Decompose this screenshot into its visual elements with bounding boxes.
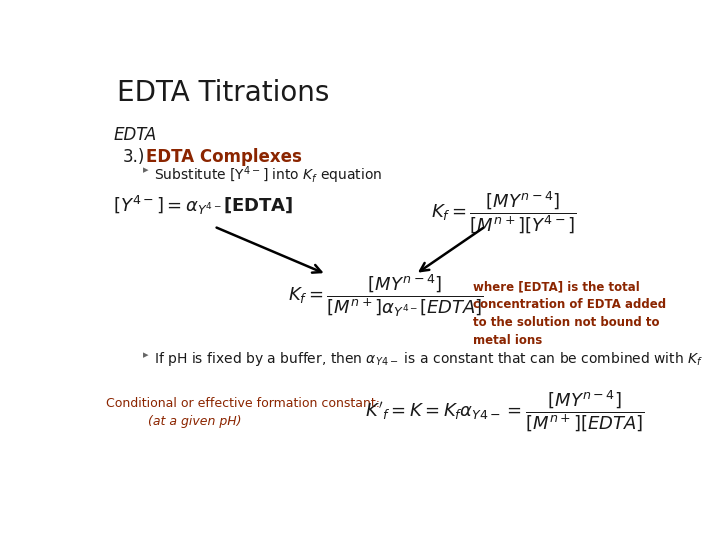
Text: 3.): 3.): [122, 148, 145, 166]
Text: If pH is fixed by a buffer, then $\alpha_{Y4-}$ is a constant that can be combin: If pH is fixed by a buffer, then $\alpha…: [153, 350, 703, 368]
Text: EDTA: EDTA: [113, 126, 156, 144]
Text: $K_f = \dfrac{[MY^{n-4}]}{[M^{n+}]\alpha_{Y^{4-}}[EDTA]}$: $K_f = \dfrac{[MY^{n-4}]}{[M^{n+}]\alpha…: [287, 273, 484, 319]
Text: EDTA Complexes: EDTA Complexes: [145, 148, 302, 166]
Text: $K_f = \dfrac{[MY^{n-4}]}{[M^{n+}][Y^{4-}]}$: $K_f = \dfrac{[MY^{n-4}]}{[M^{n+}][Y^{4-…: [431, 190, 577, 236]
Text: Substitute [Y$^{4-}$] into $K_f$ equation: Substitute [Y$^{4-}$] into $K_f$ equatio…: [153, 165, 382, 186]
Text: EDTA Titrations: EDTA Titrations: [117, 79, 330, 107]
Text: $[Y^{4-}] = \alpha_{Y^{4-}}$$\mathbf{[EDTA]}$: $[Y^{4-}] = \alpha_{Y^{4-}}$$\mathbf{[ED…: [113, 194, 294, 217]
Text: where [EDTA] is the total
concentration of EDTA added
to the solution not bound : where [EDTA] is the total concentration …: [473, 280, 666, 347]
Text: ▸: ▸: [143, 165, 148, 175]
Text: Conditional or effective formation constant:: Conditional or effective formation const…: [106, 397, 379, 410]
Text: $K'_f = K = K_f\alpha_{Y4-} = \dfrac{[MY^{n-4}]}{[M^{n+}][EDTA]}$: $K'_f = K = K_f\alpha_{Y4-} = \dfrac{[MY…: [365, 388, 645, 433]
Text: ▸: ▸: [143, 350, 148, 360]
Text: (at a given pH): (at a given pH): [148, 415, 242, 428]
